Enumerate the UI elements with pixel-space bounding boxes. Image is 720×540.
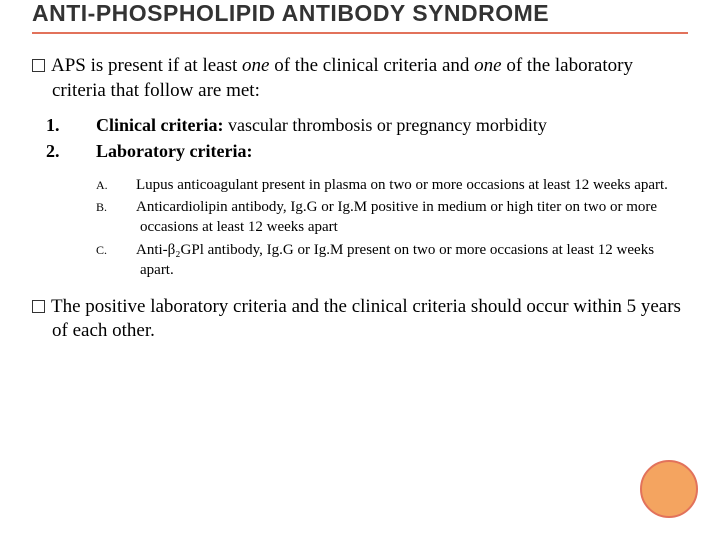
item-rest: vascular thrombosis or pregnancy morbidi… xyxy=(223,115,546,135)
alpha-letter: A. xyxy=(118,178,136,194)
item-label: Laboratory criteria: xyxy=(96,141,252,161)
alpha-letter: C. xyxy=(118,243,136,259)
alpha-text: Anti-β₂GPl antibody, Ig.G or Ig.M presen… xyxy=(136,242,654,278)
intro-text-mid: of the clinical criteria and xyxy=(269,55,474,76)
square-bullet-icon xyxy=(32,59,45,72)
alpha-item: C.Anti-β₂GPl antibody, Ig.G or Ig.M pres… xyxy=(118,241,688,281)
item-number: 2. xyxy=(74,139,96,163)
alpha-text: Lupus anticoagulant present in plasma on… xyxy=(136,177,668,193)
square-bullet-icon xyxy=(32,300,45,313)
alpha-text: Anticardiolipin antibody, Ig.G or Ig.M p… xyxy=(136,199,657,235)
numbered-item: 1.Clinical criteria: vascular thrombosis… xyxy=(74,113,688,137)
alpha-letter: B. xyxy=(118,200,136,216)
page-title: ANTI-PHOSPHOLIPID ANTIBODY SYNDROME xyxy=(32,0,688,26)
closing-paragraph: The positive laboratory criteria and the… xyxy=(32,295,688,344)
alpha-item: A.Lupus anticoagulant present in plasma … xyxy=(118,176,688,196)
decorative-circle-icon xyxy=(640,460,698,518)
alpha-item: B.Anticardiolipin antibody, Ig.G or Ig.M… xyxy=(118,198,688,238)
intro-one-2: one xyxy=(474,55,501,76)
title-underline xyxy=(32,32,688,34)
item-number: 1. xyxy=(74,113,96,137)
intro-paragraph: APS is present if at least one of the cl… xyxy=(32,54,688,103)
alpha-list: A.Lupus anticoagulant present in plasma … xyxy=(118,176,688,281)
numbered-item: 2.Laboratory criteria: xyxy=(74,139,688,163)
intro-text-pre: APS is present if at least xyxy=(51,55,242,76)
item-label: Clinical criteria: xyxy=(96,115,223,135)
intro-one-1: one xyxy=(242,55,269,76)
numbered-list: 1.Clinical criteria: vascular thrombosis… xyxy=(74,113,688,164)
closing-text: The positive laboratory criteria and the… xyxy=(51,296,681,341)
